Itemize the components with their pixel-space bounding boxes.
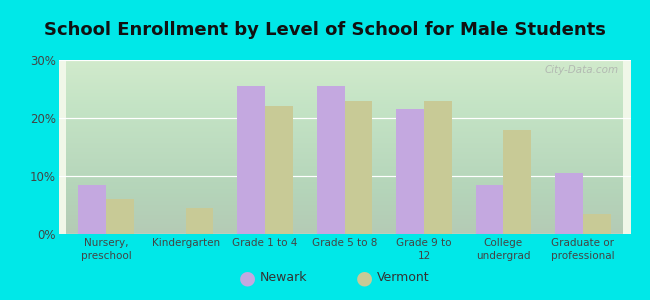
- Bar: [503, 130, 531, 234]
- Bar: [476, 185, 503, 234]
- Text: Vermont: Vermont: [377, 271, 430, 284]
- Bar: [344, 100, 372, 234]
- Bar: [317, 86, 345, 234]
- Bar: [186, 208, 213, 234]
- Bar: [237, 86, 265, 234]
- Bar: [555, 173, 583, 234]
- Bar: [424, 100, 452, 234]
- Bar: [79, 185, 106, 234]
- Bar: [583, 214, 610, 234]
- Text: School Enrollment by Level of School for Male Students: School Enrollment by Level of School for…: [44, 21, 606, 39]
- Text: ●: ●: [239, 268, 255, 287]
- Bar: [106, 199, 134, 234]
- Bar: [396, 109, 424, 234]
- Text: Newark: Newark: [260, 271, 307, 284]
- Text: ●: ●: [356, 268, 372, 287]
- Text: City-Data.com: City-Data.com: [545, 65, 619, 75]
- Bar: [265, 106, 293, 234]
